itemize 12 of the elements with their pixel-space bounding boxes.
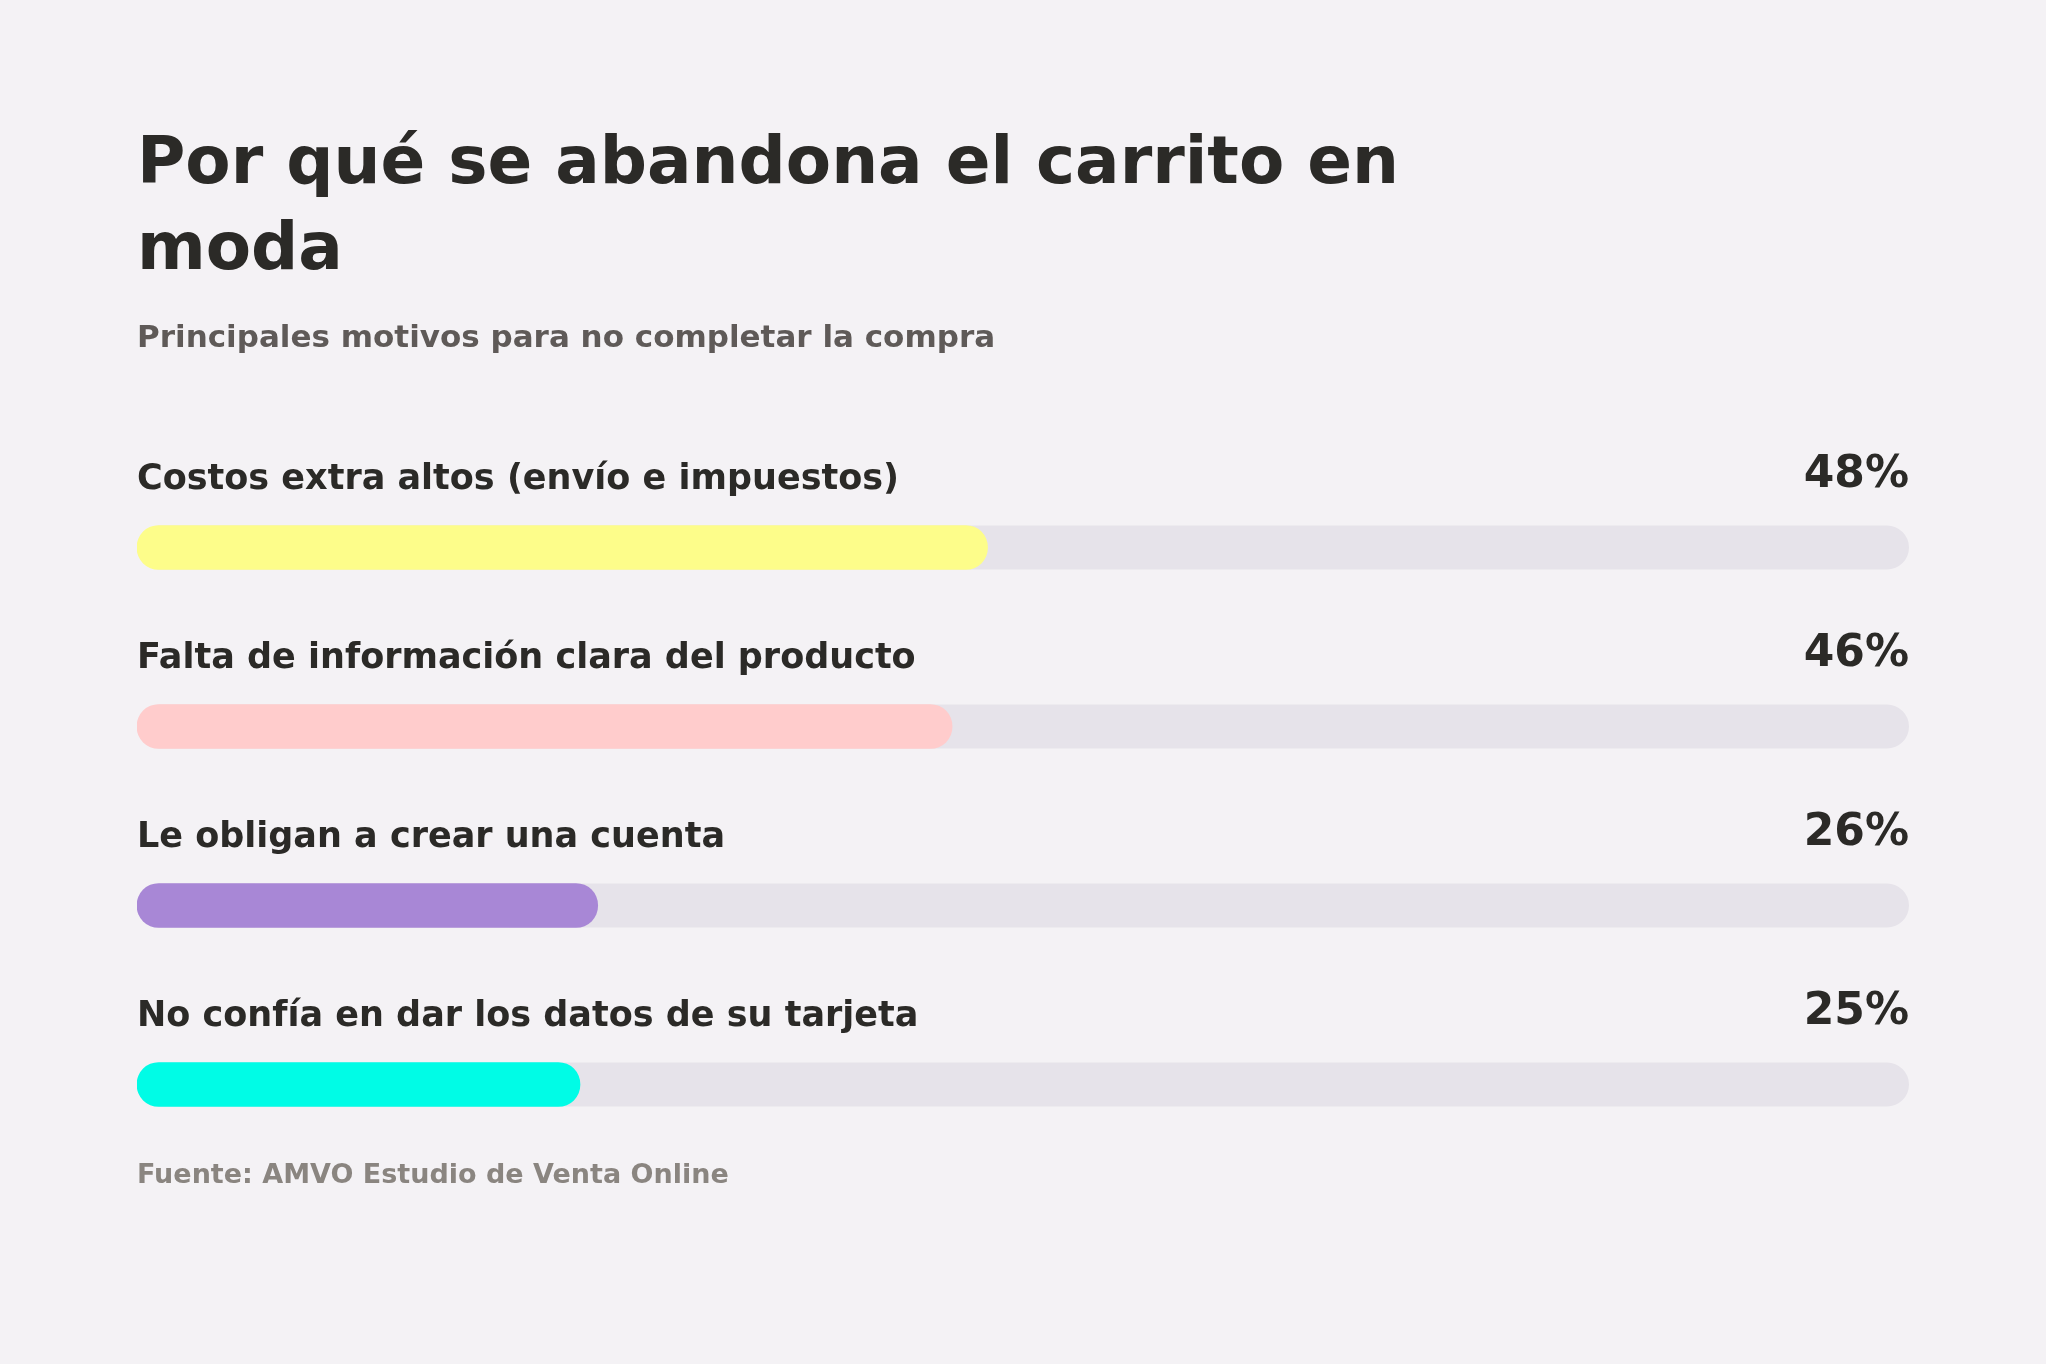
data-label: 25% — [1803, 982, 1909, 1034]
data-label: 48% — [1803, 445, 1909, 497]
y-tick-label: Le obligan a crear una cuenta — [137, 814, 726, 855]
y-tick-label: Costos extra altos (envío e impuestos) — [137, 456, 900, 497]
data-label: 26% — [1803, 803, 1909, 855]
data-label: 46% — [1803, 624, 1909, 676]
source-note: Fuente: AMVO Estudio de Venta Online — [137, 1158, 729, 1189]
chart-title: Por qué se abandona el carrito en moda — [137, 121, 1400, 287]
y-tick-label: Falta de información clara del producto — [137, 635, 916, 676]
bar — [137, 1062, 581, 1107]
chart-subtitle: Principales motivos para no completar la compra — [137, 318, 996, 354]
y-tick-label: No confía en dar los datos de su tarjeta — [137, 993, 919, 1034]
